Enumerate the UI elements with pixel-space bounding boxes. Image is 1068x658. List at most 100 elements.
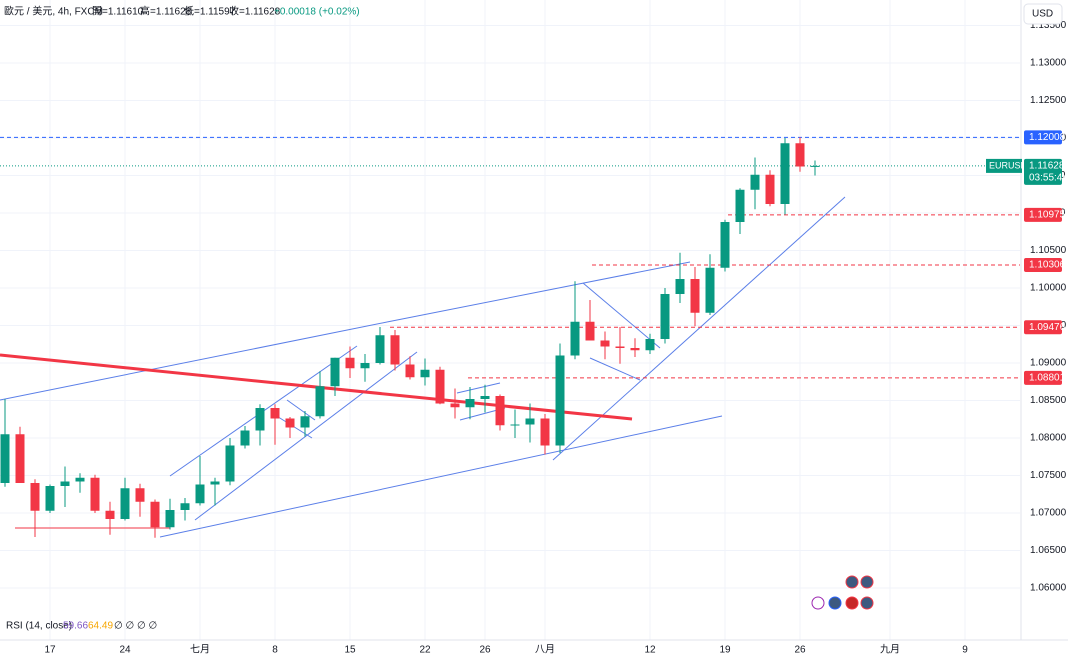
x-tick-label: 8 — [272, 645, 278, 656]
level-label: 1.10306 — [1029, 260, 1066, 271]
candle-body — [810, 165, 820, 167]
level-label-bg — [1024, 370, 1062, 385]
header: 歐元 / 美元, 4h, FXCM 開=1.11610 高=1.11628 低=… — [4, 5, 360, 18]
candle-body — [645, 339, 655, 351]
candle-body — [690, 279, 700, 313]
candle-body — [615, 346, 625, 348]
trend-line — [286, 399, 316, 421]
candle-body — [480, 396, 490, 399]
event-icon[interactable] — [811, 596, 825, 610]
y-tick-label: 1.06000 — [1030, 583, 1067, 594]
level-label-bg — [1024, 320, 1062, 335]
candle-body — [30, 483, 40, 511]
y-tick-label: 1.08500 — [1030, 395, 1067, 406]
time-axis: 17 24 七月 8 15 22 26 八月 12 19 26 九月 9 — [44, 644, 968, 656]
last-price-label: 1.11628 — [1029, 161, 1065, 172]
event-icon[interactable] — [828, 596, 842, 610]
event-icon[interactable] — [860, 596, 874, 610]
candle-body — [675, 279, 685, 294]
candle-body — [255, 408, 265, 431]
candle-body — [660, 294, 670, 339]
candle-body — [315, 386, 325, 417]
y-tick-label: 1.10500 — [1030, 245, 1067, 256]
candle-body — [795, 143, 805, 167]
candle-body — [600, 340, 610, 347]
candle-body — [330, 357, 340, 387]
event-icon[interactable] — [845, 596, 859, 610]
candle-body — [225, 445, 235, 482]
ohlc-change: +0.00018 (+0.02%) — [274, 7, 360, 18]
event-icon[interactable] — [860, 575, 874, 589]
candle-body — [150, 501, 160, 528]
candle-body — [435, 369, 445, 404]
level-label: 1.12008 — [1029, 132, 1066, 143]
y-tick-label: 1.13000 — [1030, 58, 1067, 69]
candle-body — [375, 335, 385, 363]
candle-body — [420, 369, 430, 378]
candle-body — [735, 189, 745, 222]
x-tick-label: 九月 — [880, 644, 900, 656]
candle-body — [120, 488, 130, 519]
candle-body — [510, 424, 520, 426]
trend-line — [386, 261, 691, 323]
level-label-bg — [1024, 130, 1062, 145]
y-tick-label: 1.06500 — [1030, 545, 1067, 556]
y-tick-label: 1.08000 — [1030, 433, 1067, 444]
rsi-value: 59.66 — [63, 621, 88, 632]
candle-body — [135, 488, 145, 502]
x-tick-label: 八月 — [535, 644, 555, 656]
x-tick-label: 26 — [479, 645, 491, 656]
candle-body — [705, 267, 715, 313]
candle-body — [450, 403, 460, 408]
y-tick-label: 1.12500 — [1030, 95, 1067, 106]
candle-body — [90, 477, 100, 511]
candle-body — [555, 355, 565, 446]
y-tick-label: 1.09000 — [1030, 358, 1067, 369]
x-tick-label: 12 — [644, 645, 656, 656]
ohlc-high: 高=1.11628 — [140, 5, 192, 18]
candle-body — [525, 418, 535, 425]
currency-button[interactable] — [1023, 3, 1063, 25]
y-tick-label: 1.07000 — [1030, 508, 1067, 519]
candle-body — [345, 357, 355, 369]
level-label: 1.08801 — [1029, 373, 1066, 384]
candle-body — [165, 510, 175, 528]
rsi-extra: ∅ ∅ ∅ ∅ — [114, 621, 157, 632]
level-label: 1.10975 — [1029, 210, 1066, 221]
y-tick-label: 1.10000 — [1030, 283, 1067, 294]
candle-body — [195, 484, 205, 504]
level-label-bg — [1024, 207, 1062, 222]
candle-body — [720, 222, 730, 268]
trend-line — [194, 351, 418, 521]
candle-body — [105, 510, 115, 519]
x-tick-label: 19 — [719, 645, 731, 656]
candle-body — [390, 335, 400, 365]
trend-line — [456, 382, 501, 394]
candle-body — [465, 399, 475, 408]
candle-body — [765, 174, 775, 204]
candle-body — [0, 434, 10, 483]
candle-body — [300, 416, 310, 428]
y-tick-label: 1.07500 — [1030, 470, 1067, 481]
level-label: 1.09476 — [1029, 322, 1066, 333]
rsi-value: 64.49 — [88, 621, 113, 632]
currency-label[interactable]: USD — [1032, 9, 1053, 20]
x-tick-label: 26 — [794, 645, 806, 656]
level-label-bg — [1024, 258, 1062, 273]
candle-body — [405, 364, 415, 378]
candle-body — [750, 174, 760, 190]
candle-body — [15, 434, 25, 483]
x-tick-label: 15 — [344, 645, 356, 656]
event-icon[interactable] — [845, 575, 859, 589]
last-price-symbol-bg — [986, 158, 1022, 173]
ohlc-open: 開=1.11610 — [92, 6, 144, 18]
candle-body — [45, 486, 55, 511]
candle-body — [60, 481, 70, 486]
rsi-label: RSI (14, close) — [6, 621, 72, 632]
price-axis: 1.06000 1.06500 1.07000 1.07500 1.08000 1.085… — [0, 0, 1068, 641]
symbol-title: 歐元 / 美元, 4h, FXCM — [4, 5, 103, 18]
trend-line — [0, 321, 388, 401]
